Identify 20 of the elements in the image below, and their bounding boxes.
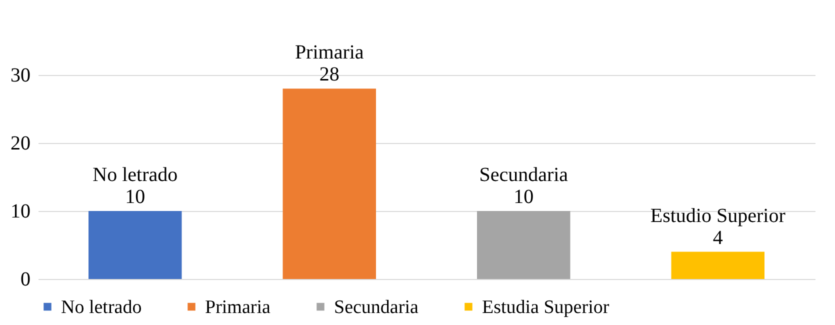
y-tick-label: 20 [10, 132, 30, 154]
data-label: 10 [514, 186, 534, 208]
legend-label: Secundaria [334, 296, 419, 318]
annotation: Estudio Superior [650, 204, 786, 227]
legend-label: Estudia Superior [482, 296, 610, 318]
y-tick-label: 30 [10, 64, 30, 86]
data-label: 10 [125, 186, 146, 208]
legend-label: Primaria [205, 296, 271, 318]
y-tick-label: 0 [20, 268, 30, 290]
bar [282, 88, 376, 279]
legend-label: No letrado [61, 296, 142, 318]
text: Primaria [294, 42, 364, 64]
annotation: No letrado [92, 164, 178, 186]
bar [671, 252, 764, 279]
annotation: Secundaria [479, 164, 568, 186]
data-label: 4 [712, 226, 723, 249]
bar [477, 211, 570, 279]
y-tick-label: 10 [10, 200, 30, 222]
data-label: 28 [319, 64, 340, 86]
bar [88, 211, 182, 279]
